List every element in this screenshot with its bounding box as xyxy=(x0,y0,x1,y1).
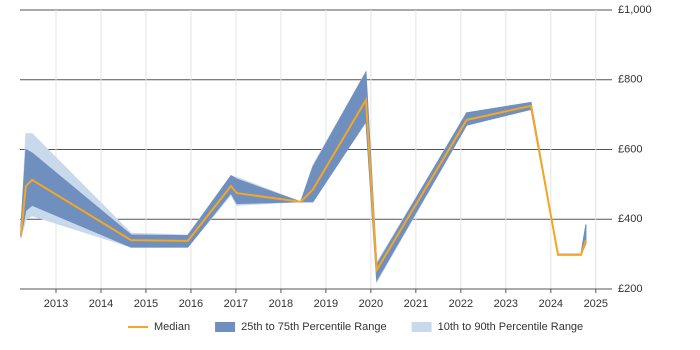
legend-label: 10th to 90th Percentile Range xyxy=(438,321,584,333)
x-tick-label: 2015 xyxy=(134,298,158,310)
x-tick-label: 2025 xyxy=(584,298,608,310)
y-tick-label: £800 xyxy=(618,74,642,86)
legend-label: Median xyxy=(154,321,190,333)
x-tick-label: 2021 xyxy=(404,298,428,310)
x-tick-label: 2016 xyxy=(179,298,203,310)
x-tick-label: 2024 xyxy=(539,298,563,310)
legend-label: 25th to 75th Percentile Range xyxy=(241,321,387,333)
x-tick-label: 2022 xyxy=(449,298,473,310)
x-tick-label: 2017 xyxy=(224,298,248,310)
y-tick-label: £400 xyxy=(618,213,642,225)
y-tick-label: £600 xyxy=(618,143,642,155)
x-tick-label: 2014 xyxy=(89,298,113,310)
band-area xyxy=(20,70,587,282)
legend-swatch xyxy=(411,322,432,332)
x-tick-label: 2023 xyxy=(494,298,518,310)
y-tick-label: £200 xyxy=(618,283,642,295)
legend-swatch xyxy=(215,322,236,332)
y-tick-label: £1,000 xyxy=(618,4,652,16)
x-tick-label: 2020 xyxy=(359,298,383,310)
x-tick-label: 2018 xyxy=(269,298,293,310)
x-tick-label: 2019 xyxy=(314,298,338,310)
median-line xyxy=(19,96,587,274)
x-tick-label: 2013 xyxy=(44,298,68,310)
